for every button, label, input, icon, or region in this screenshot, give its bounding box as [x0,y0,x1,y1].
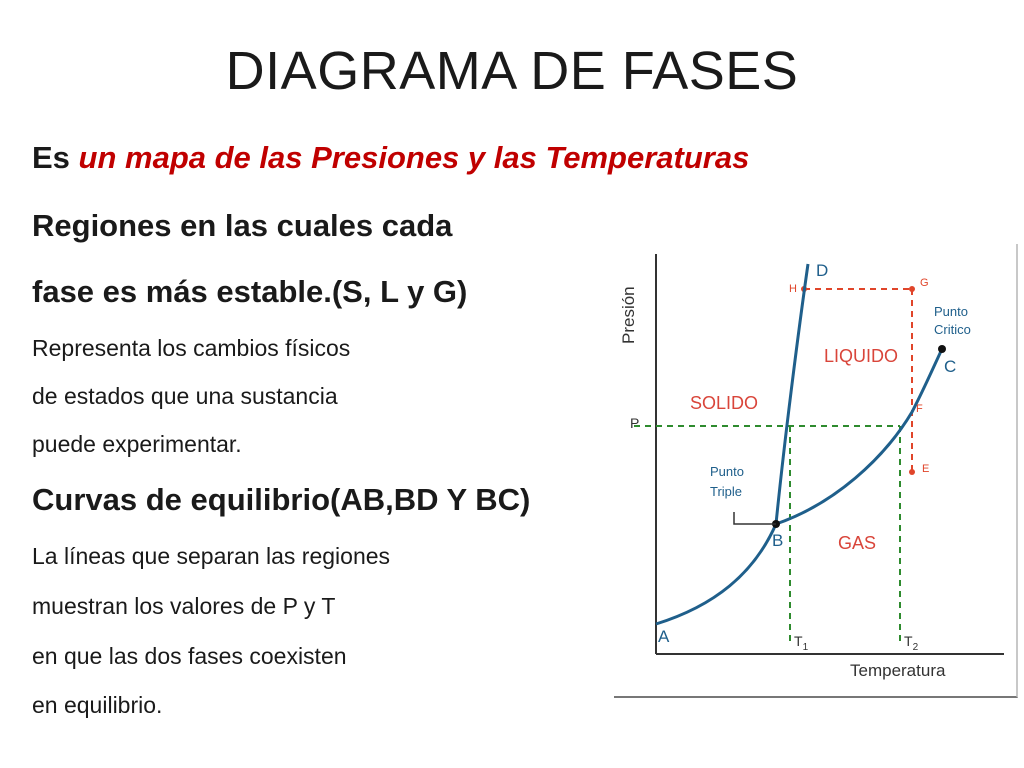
point-e-label: E [922,463,929,475]
point-p-label: P [630,415,639,431]
description-line-3: puede experimentar. [32,431,242,457]
regions-line-2: fase es más estable.(S, L y G) [32,274,468,309]
intro-prefix: Es [32,140,79,175]
t2-label: T2 [904,633,919,653]
curves-line-1: La líneas que separan las regiones [32,543,391,569]
triple-point-pointer [733,512,776,525]
region-solid-label: SOLIDO [690,393,758,413]
curves-line-4: en equilibrio. [32,692,163,718]
point-h-label: H [789,283,797,295]
t2-subscript: 2 [913,642,919,653]
y-axis-label: Presión [619,286,638,344]
intro-line: Es un mapa de las Presiones y las Temper… [32,140,749,176]
x-axis-label: Temperatura [850,661,946,680]
phase-diagram: Presión Temperatura SOLIDO LIQUIDO GAS A… [614,244,1018,698]
description-line-2: de estados que una sustancia [32,383,338,409]
point-f-label: F [916,403,923,415]
curves-heading: Curvas de equilibrio(AB,BD Y BC) [32,482,531,517]
intro-emphasis: un mapa de las Presiones y las Temperatu… [78,140,750,175]
critical-point-label-2: Critico [934,322,971,337]
point-a-label: A [658,627,670,646]
description-line-1: Representa los cambios físicos [32,335,351,361]
t1-letter: T [794,633,803,649]
critical-point-label-1: Punto [934,304,968,319]
point-g-label: G [920,277,929,289]
point-c-label: C [944,357,956,376]
t2-letter: T [904,633,913,649]
point-g-marker [909,286,915,292]
point-d-label: D [816,261,828,280]
t1-subscript: 1 [803,642,809,653]
point-e-marker [909,469,915,475]
curves-line-3: en que las dos fases coexisten [32,643,347,669]
regions-line-1: Regiones en las cuales cada [32,208,453,243]
region-liquid-label: LIQUIDO [824,346,898,366]
phase-diagram-svg: Presión Temperatura SOLIDO LIQUIDO GAS A… [619,254,1004,680]
point-b-label: B [772,531,783,550]
slide-title: DIAGRAMA DE FASES [225,41,799,101]
curves-line-2: muestran los valores de P y T [32,593,336,619]
region-gas-label: GAS [838,533,876,553]
critical-point-marker [938,345,946,353]
curve-bd [774,263,810,525]
triple-point-label-2: Triple [710,484,742,499]
curve-bc [775,348,944,526]
curve-ab [655,523,778,626]
t1-label: T1 [794,633,809,653]
triple-point-label-1: Punto [710,464,744,479]
